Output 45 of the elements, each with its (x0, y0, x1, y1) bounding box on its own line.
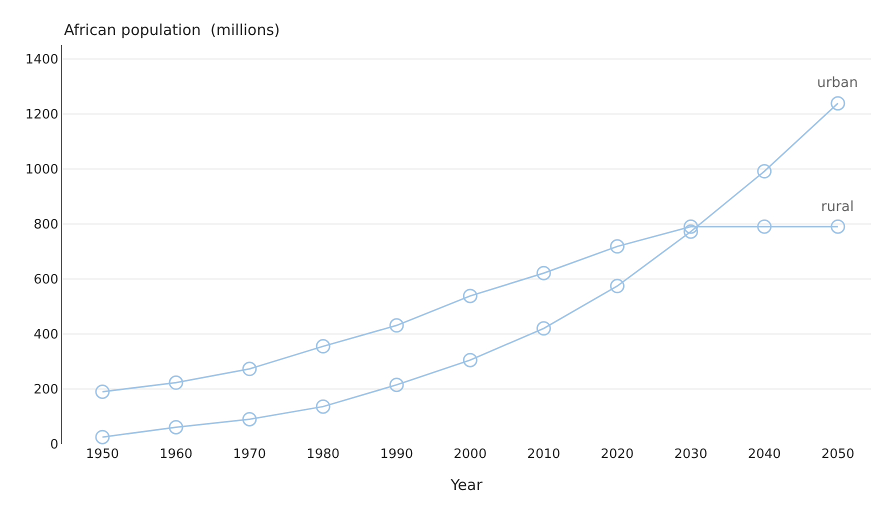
y-tick-label: 1200 (25, 107, 58, 122)
x-tick-label: 2030 (674, 447, 708, 462)
point (757, 164, 772, 179)
x-tick-label: 2010 (527, 447, 560, 462)
point (316, 339, 330, 354)
x-tick-label: 2040 (748, 447, 781, 462)
point (536, 321, 551, 336)
x-tick-label: 1990 (380, 447, 414, 462)
y-tick-label: 600 (34, 272, 58, 288)
point (95, 430, 110, 444)
point (462, 352, 478, 368)
point (757, 219, 772, 234)
x-tick-label: 2020 (600, 447, 634, 462)
x-tick-label: 1970 (232, 447, 266, 462)
y-axis-title: African population (millions) (64, 21, 280, 39)
point (830, 96, 846, 111)
point (389, 378, 404, 392)
x-tick-label: 1980 (306, 447, 340, 462)
y-tick-label: 1400 (25, 52, 58, 68)
point (610, 278, 625, 294)
y-tick-label: 400 (34, 327, 58, 342)
point (389, 318, 404, 333)
x-tick-label: 1950 (86, 447, 119, 462)
point (316, 399, 330, 414)
x-tick-label: 2000 (454, 447, 487, 462)
point (242, 412, 257, 426)
point (684, 224, 698, 239)
point (684, 219, 698, 234)
point (536, 266, 551, 280)
x-tick-label: 2050 (821, 447, 854, 462)
x-tick-label: 1960 (159, 447, 193, 462)
point (168, 420, 184, 434)
y-tick-label: 1000 (25, 162, 58, 178)
point (95, 384, 110, 399)
x-axis-title: Year (450, 476, 484, 494)
series-label: urban (817, 75, 858, 91)
point (610, 239, 625, 254)
point (462, 288, 478, 304)
series-label: rural (821, 199, 854, 215)
y-tick-label: 200 (34, 382, 58, 398)
y-tick-label: 0 (50, 438, 58, 453)
point (830, 219, 846, 234)
point (168, 375, 184, 390)
point (242, 362, 257, 376)
y-tick-label: 800 (34, 217, 58, 232)
